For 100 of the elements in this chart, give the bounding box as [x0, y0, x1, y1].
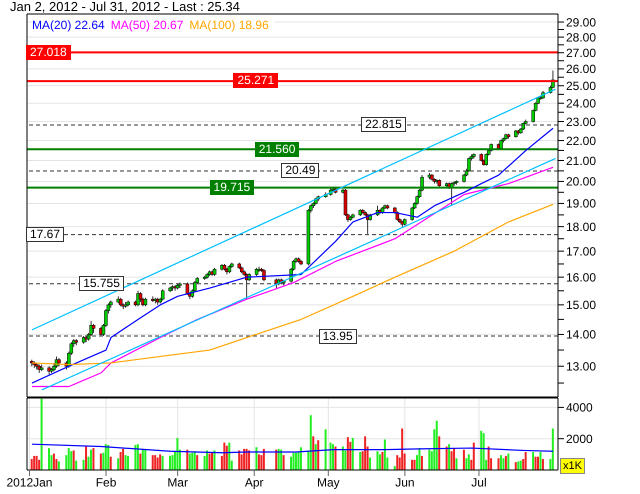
bar	[208, 454, 211, 470]
bar	[139, 454, 142, 470]
bar	[352, 438, 354, 470]
x-tick-label: Mar	[167, 476, 188, 490]
bar	[122, 448, 124, 470]
bar	[468, 454, 470, 470]
bar	[450, 451, 453, 470]
bar	[186, 450, 188, 470]
candlestick	[410, 206, 414, 222]
bar	[376, 451, 378, 470]
candlestick	[467, 157, 471, 172]
bar	[364, 436, 366, 470]
candlestick	[92, 323, 96, 334]
ref-line-label: 21.560	[254, 142, 300, 157]
bar	[378, 454, 381, 470]
ref-line-label: 22.815	[361, 117, 406, 132]
x-tick-label: Apr	[244, 476, 264, 490]
bar	[127, 456, 130, 470]
bar	[70, 451, 72, 470]
bar	[456, 458, 458, 470]
bar	[169, 456, 172, 470]
bar	[428, 450, 430, 470]
y-tick-label: 28.00	[566, 30, 596, 44]
bar	[136, 444, 139, 470]
bar	[310, 415, 312, 470]
bar	[196, 455, 198, 470]
bar	[394, 466, 396, 470]
bar	[500, 455, 502, 470]
bar	[275, 450, 278, 470]
bar	[411, 460, 414, 470]
bar	[517, 461, 520, 470]
ref-line-label: 27.018	[26, 44, 71, 60]
bar	[176, 438, 178, 470]
bar	[446, 446, 448, 470]
bar	[532, 452, 534, 470]
bar	[488, 446, 490, 470]
bar	[162, 456, 164, 470]
bar	[290, 456, 292, 470]
line-series	[31, 128, 554, 384]
bar	[462, 450, 465, 470]
bar	[436, 420, 438, 470]
bar	[514, 462, 517, 470]
bar	[420, 456, 423, 470]
bar	[280, 450, 282, 470]
bar	[142, 448, 144, 470]
bar	[258, 454, 260, 470]
bar	[552, 428, 554, 470]
bar	[110, 456, 112, 470]
bar	[36, 456, 38, 470]
bar	[344, 450, 346, 470]
bar	[448, 444, 450, 470]
x-tick-label: Jul	[471, 476, 487, 490]
line-series	[31, 444, 554, 454]
bar	[246, 448, 248, 470]
y-tick-label: 13.00	[566, 359, 596, 374]
bar	[317, 440, 320, 470]
bar	[248, 450, 250, 470]
y-tick-label: 21.00	[566, 154, 596, 168]
ref-line-label: 19.715	[210, 180, 254, 196]
bar	[152, 455, 154, 470]
bar	[30, 459, 33, 470]
bar	[480, 430, 482, 470]
bar	[346, 437, 349, 470]
ref-line-label: 25.271	[233, 73, 278, 88]
chart-title: Jan 2, 2012 - Jul 31, 2012 - Last : 25.34	[10, 0, 240, 14]
bar	[502, 458, 504, 470]
bar	[191, 452, 194, 470]
y-tick-label: 14.00	[566, 328, 596, 342]
bar	[342, 446, 344, 470]
bar	[144, 450, 146, 470]
bar	[48, 448, 50, 470]
y-tick-label: 27.00	[566, 46, 596, 60]
bar	[58, 461, 60, 470]
bar	[188, 454, 191, 470]
bar	[381, 452, 384, 470]
bar	[418, 448, 420, 470]
bar	[85, 446, 88, 470]
bar	[117, 458, 120, 470]
y-tick-label: 16.00	[566, 270, 596, 284]
bar	[262, 448, 265, 470]
bar	[438, 436, 440, 470]
bar	[292, 452, 294, 470]
bar	[159, 454, 162, 470]
bar	[359, 452, 362, 470]
y-tick-label: 2000	[566, 432, 594, 446]
y-tick-label: 20.00	[566, 174, 596, 189]
y-tick-label: 18.00	[566, 220, 596, 234]
ref-line-label: 17.67	[26, 227, 64, 242]
bar	[314, 444, 317, 470]
ref-line-label: 13.95	[318, 328, 357, 344]
bar	[171, 455, 174, 470]
bar	[396, 455, 398, 470]
bar	[537, 456, 540, 470]
bar	[482, 433, 485, 470]
ref-line-label: 15.755	[79, 276, 124, 292]
bar	[154, 455, 156, 470]
bar	[507, 454, 510, 470]
bar	[453, 448, 456, 470]
bar	[497, 458, 500, 470]
bar	[384, 439, 386, 470]
